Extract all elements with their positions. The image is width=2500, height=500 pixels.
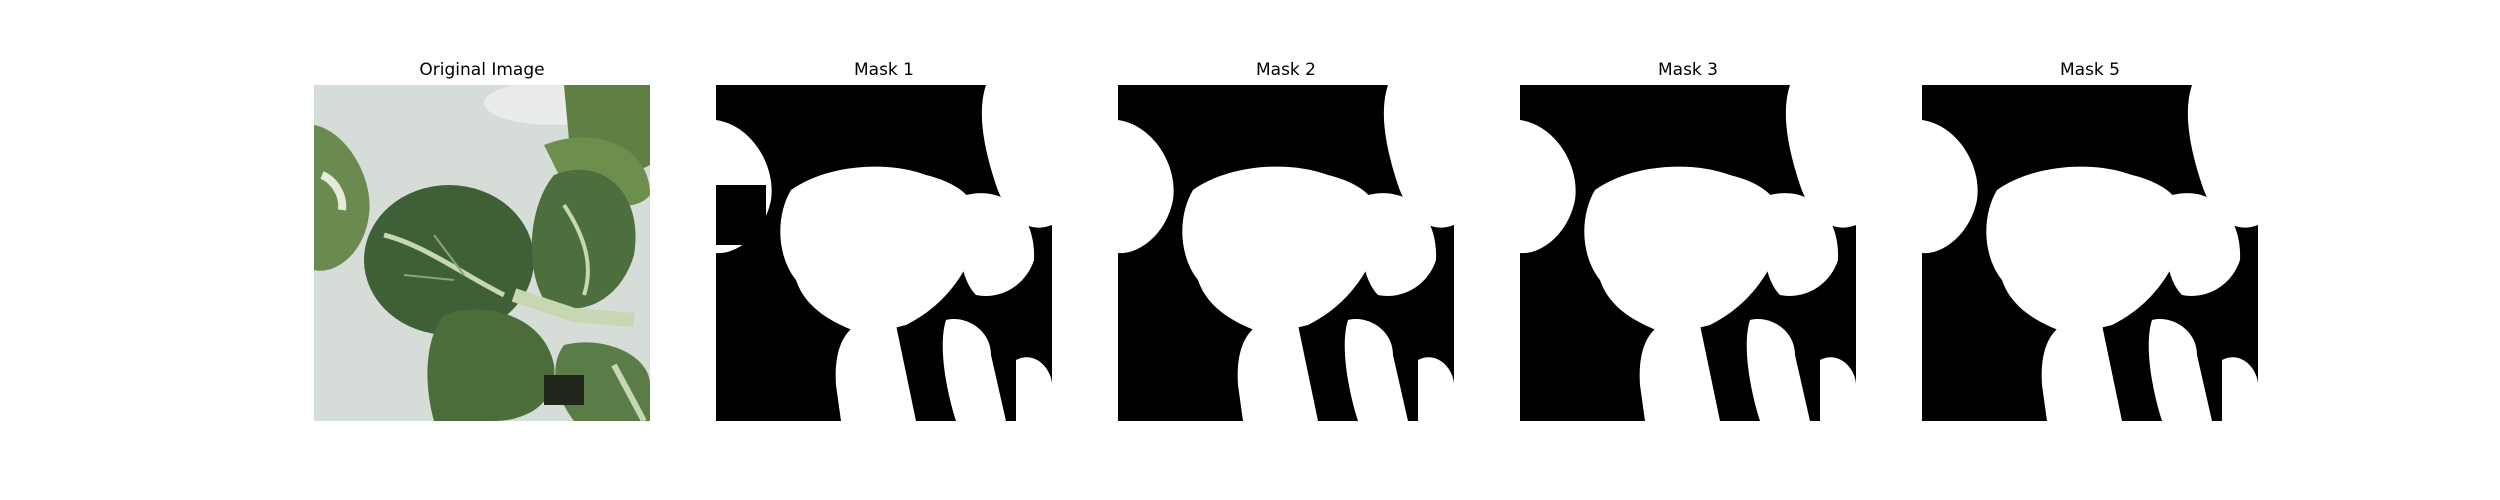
mask-3-image (1520, 85, 1856, 421)
mask-1-image (716, 85, 1052, 421)
panel-title-mask-1: Mask 1 (853, 60, 914, 80)
mask-5-image (1922, 85, 2258, 421)
panel-title-original: Original Image (419, 60, 545, 80)
original-image (314, 85, 650, 421)
panel-title-mask-3: Mask 3 (1657, 60, 1718, 80)
panel-title-mask-2: Mask 2 (1255, 60, 1316, 80)
panel-title-mask-5: Mask 5 (2059, 60, 2120, 80)
mask-2-image (1118, 85, 1454, 421)
